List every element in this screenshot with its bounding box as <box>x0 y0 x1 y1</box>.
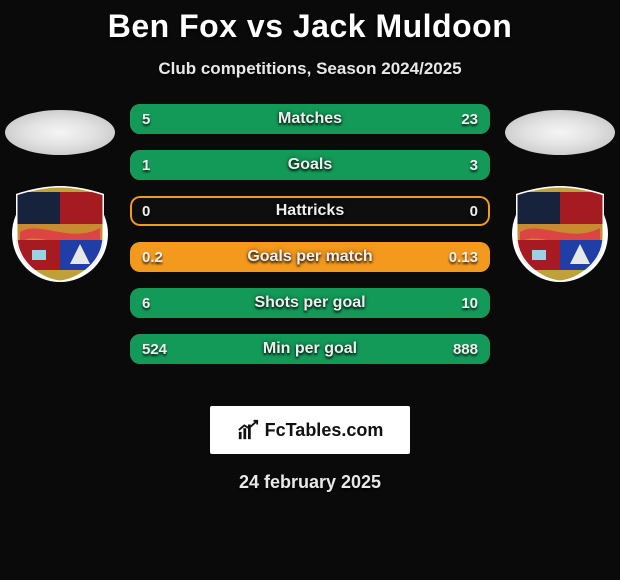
stat-fill-right <box>130 288 490 318</box>
stat-row: 524888Min per goal <box>130 334 490 364</box>
stat-value-left: 1 <box>130 150 162 180</box>
stat-row: 13Goals <box>130 150 490 180</box>
brand-badge: FcTables.com <box>210 406 410 454</box>
stat-value-right: 0 <box>458 196 490 226</box>
club-crest-right <box>510 184 610 284</box>
stat-fill-right <box>130 334 490 364</box>
page-subtitle: Club competitions, Season 2024/2025 <box>0 59 620 79</box>
shield-icon <box>510 184 610 284</box>
stat-value-right: 0.13 <box>437 242 490 272</box>
date-label: 24 february 2025 <box>0 472 620 493</box>
stat-bars: 523Matches13Goals00Hattricks0.20.13Goals… <box>130 104 490 380</box>
stat-fill-right <box>130 150 490 180</box>
stat-row: 0.20.13Goals per match <box>130 242 490 272</box>
stat-fill-right <box>130 104 490 134</box>
stat-value-right: 3 <box>458 150 490 180</box>
chart-icon <box>237 419 259 441</box>
stat-value-right: 10 <box>449 288 490 318</box>
stat-row: 523Matches <box>130 104 490 134</box>
stat-row: 00Hattricks <box>130 196 490 226</box>
player-photo-left <box>5 110 115 155</box>
stat-value-left: 0.2 <box>130 242 175 272</box>
stat-value-left: 0 <box>130 196 162 226</box>
player-photo-right <box>505 110 615 155</box>
stat-value-left: 524 <box>130 334 179 364</box>
stat-row: 610Shots per goal <box>130 288 490 318</box>
shield-icon <box>10 184 110 284</box>
club-crest-left <box>10 184 110 284</box>
comparison-stage: 523Matches13Goals00Hattricks0.20.13Goals… <box>0 104 620 404</box>
stat-value-left: 6 <box>130 288 162 318</box>
brand-label: FcTables.com <box>265 420 384 441</box>
page-title: Ben Fox vs Jack Muldoon <box>0 8 620 45</box>
stat-value-left: 5 <box>130 104 162 134</box>
stat-value-right: 888 <box>441 334 490 364</box>
stat-value-right: 23 <box>449 104 490 134</box>
